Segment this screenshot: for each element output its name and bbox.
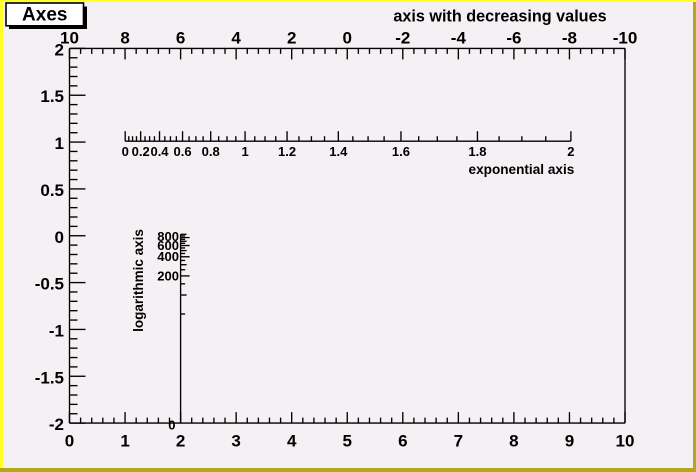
svg-text:-1: -1: [49, 321, 64, 340]
svg-text:2: 2: [287, 28, 296, 47]
svg-text:200: 200: [157, 269, 179, 284]
svg-text:400: 400: [157, 249, 179, 264]
svg-text:6: 6: [176, 28, 185, 47]
svg-text:1.2: 1.2: [278, 144, 296, 159]
svg-text:4: 4: [231, 28, 241, 47]
svg-text:10: 10: [616, 432, 635, 451]
svg-text:0.8: 0.8: [202, 144, 220, 159]
svg-text:0: 0: [122, 144, 129, 159]
svg-text:1: 1: [55, 134, 64, 153]
svg-text:1: 1: [120, 432, 129, 451]
svg-text:0: 0: [343, 28, 352, 47]
svg-text:0: 0: [168, 418, 175, 433]
svg-text:1.5: 1.5: [40, 87, 64, 106]
svg-text:exponential axis: exponential axis: [469, 162, 575, 177]
svg-text:-2: -2: [395, 28, 410, 47]
svg-text:6: 6: [398, 432, 407, 451]
svg-text:-2: -2: [49, 415, 64, 434]
svg-text:800: 800: [157, 229, 179, 244]
svg-text:-1.5: -1.5: [35, 368, 64, 387]
svg-text:axis with decreasing values: axis with decreasing values: [393, 7, 606, 25]
svg-text:-6: -6: [506, 28, 521, 47]
svg-text:10: 10: [60, 28, 79, 47]
svg-text:-8: -8: [562, 28, 577, 47]
svg-text:2: 2: [176, 432, 185, 451]
svg-text:1.6: 1.6: [392, 144, 410, 159]
svg-text:0.6: 0.6: [174, 144, 192, 159]
svg-text:-4: -4: [451, 28, 467, 47]
svg-text:7: 7: [454, 432, 463, 451]
svg-text:0.4: 0.4: [150, 144, 169, 159]
svg-text:1: 1: [241, 144, 248, 159]
svg-text:3: 3: [231, 432, 240, 451]
svg-text:5: 5: [343, 432, 352, 451]
svg-text:0: 0: [55, 228, 64, 247]
svg-text:-10: -10: [613, 28, 638, 47]
svg-text:0.2: 0.2: [132, 144, 150, 159]
svg-text:0.5: 0.5: [40, 181, 64, 200]
svg-text:logarithmic axis: logarithmic axis: [131, 229, 146, 332]
svg-text:0: 0: [65, 432, 74, 451]
svg-text:2: 2: [55, 40, 64, 59]
svg-text:8: 8: [509, 432, 518, 451]
svg-text:-0.5: -0.5: [35, 275, 64, 294]
svg-text:8: 8: [120, 28, 129, 47]
svg-text:Axes: Axes: [22, 4, 67, 25]
svg-text:600: 600: [157, 238, 179, 253]
svg-text:9: 9: [565, 432, 574, 451]
svg-text:1.4: 1.4: [329, 144, 348, 159]
svg-text:2: 2: [567, 144, 574, 159]
svg-text:1.8: 1.8: [468, 144, 486, 159]
svg-text:4: 4: [287, 432, 297, 451]
